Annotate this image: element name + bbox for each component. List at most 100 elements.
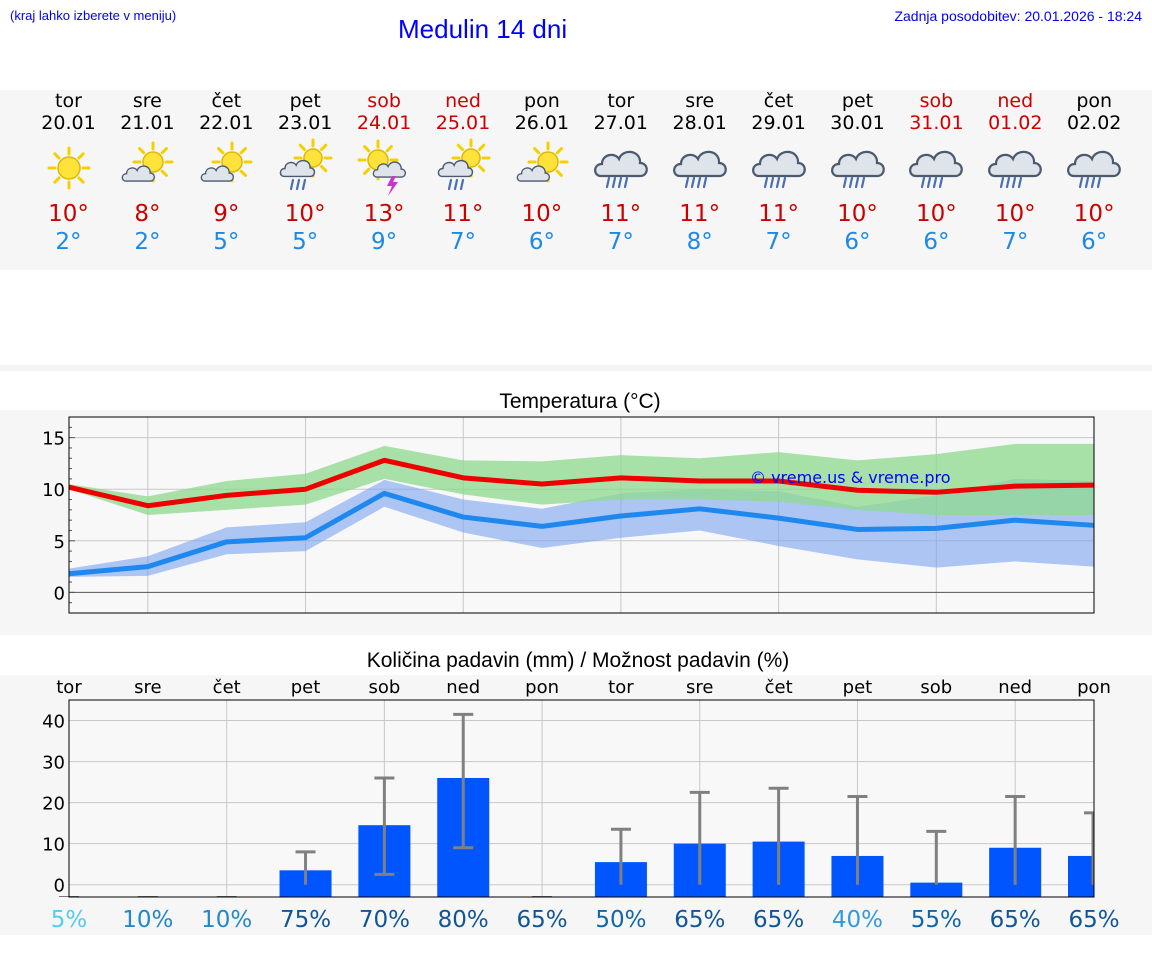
min-temperature: 2° (55, 229, 82, 255)
y-tick-label: 10 (42, 480, 65, 501)
day-forecast: ned 01.02 10° 7° (970, 90, 1060, 256)
daily-forecast-strip: tor 20.01 10° 2° sre 21.01 8° 2° čet 22.01 9° 5° p… (0, 90, 1152, 270)
max-temperature: 10° (994, 201, 1036, 227)
cloud-rain-icon (734, 138, 824, 198)
sun-cloud-rain-icon (418, 138, 508, 198)
location-menu-hint: (kraj lahko izberete v meniju) (10, 8, 177, 23)
day-forecast: sob 31.01 10° 6° (891, 90, 981, 256)
max-temperature: 11° (758, 201, 799, 227)
max-temperature: 11° (600, 201, 642, 227)
x-category-label: sre (686, 677, 713, 698)
day-date: 29.01 (751, 112, 806, 134)
min-temperature: 9° (371, 229, 398, 255)
day-name: pet (841, 90, 874, 112)
y-tick-label: 40 (42, 712, 65, 733)
cloud-rain-icon (970, 138, 1060, 198)
max-temperature: 8° (134, 201, 161, 227)
x-category-label: pon (525, 677, 559, 698)
temperature-chart: Temperatura (°C) 0 5 10 15 © vreme.us & vre… (42, 390, 1095, 614)
sun-cloud-icon (102, 138, 192, 198)
x-category-label: sre (134, 677, 161, 698)
precipitation-probability: 65% (517, 907, 568, 933)
day-forecast: čet 22.01 9° 5° (181, 90, 271, 256)
temperature-chart-title: Temperatura (°C) (499, 390, 660, 413)
min-temperature-line (68, 490, 1095, 577)
sun-cloud-icon (497, 138, 587, 198)
day-name: tor (607, 90, 635, 112)
precipitation-probability: 50% (595, 907, 646, 933)
min-temperature: 7° (607, 229, 634, 255)
day-date: 22.01 (199, 112, 254, 134)
x-category-label: ned (998, 677, 1032, 698)
day-name: pet (289, 90, 321, 112)
y-tick-label: 20 (42, 794, 65, 815)
cloud-rain-icon (1049, 138, 1139, 198)
day-date: 02.02 (1066, 112, 1122, 134)
min-temperature: 5° (213, 229, 240, 255)
precipitation-probability: 5% (51, 907, 88, 933)
max-temperature: 10° (48, 201, 89, 227)
precipitation-probability: 65% (990, 907, 1041, 933)
x-category-label: sob (920, 677, 952, 698)
day-forecast: pon 02.02 10° 6° (1049, 90, 1139, 256)
x-category-label: čet (765, 677, 793, 698)
day-date: 01.02 (988, 112, 1043, 134)
day-name: pon (1076, 90, 1113, 112)
sun-cloud-icon (181, 138, 271, 198)
min-temperature: 7° (765, 229, 792, 255)
day-forecast: sre 28.01 11° 8° (655, 90, 745, 256)
section-divider (0, 365, 1152, 371)
x-category-label: sob (368, 677, 400, 698)
y-tick-label: 15 (42, 429, 65, 450)
precipitation-bar (1068, 855, 1094, 897)
y-tick-label: 30 (42, 753, 65, 774)
max-temperature: 10° (284, 201, 326, 227)
min-temperature: 7° (449, 229, 477, 255)
max-temperature: 10° (837, 201, 878, 227)
x-category-label: pet (843, 677, 873, 698)
day-date: 20.01 (41, 112, 96, 134)
day-name: sob (919, 90, 954, 112)
day-name: sre (685, 90, 715, 112)
day-name: sre (132, 90, 162, 112)
day-date: 25.01 (435, 112, 491, 134)
day-forecast: tor 27.01 11° 7° (576, 90, 666, 256)
max-temperature: 11° (442, 201, 484, 227)
y-tick-label: 0 (54, 876, 65, 897)
day-forecast: sob 24.01 13° 9° (339, 90, 429, 256)
sun-icon (24, 138, 114, 198)
day-name: pon (524, 90, 560, 112)
max-temperature-line (68, 457, 1095, 509)
precipitation-probability: 40% (832, 907, 883, 933)
max-temperature: 10° (521, 201, 563, 227)
day-name: tor (55, 90, 82, 112)
day-date: 30.01 (830, 112, 885, 134)
last-updated: Zadnja posodobitev: 20.01.2026 - 18:24 (894, 8, 1142, 24)
day-date: 31.01 (909, 112, 964, 134)
max-temperature: 11° (679, 201, 721, 227)
min-temperature: 6° (923, 229, 950, 255)
min-temperature: 6° (844, 229, 871, 255)
max-temperature: 13° (363, 201, 405, 227)
page-title: Medulin 14 dni (398, 14, 568, 44)
precipitation-probability: 65% (753, 907, 804, 933)
precipitation-probability: 10% (201, 907, 252, 933)
day-date: 28.01 (672, 112, 727, 134)
day-date: 26.01 (514, 112, 570, 134)
precipitation-probability: 80% (438, 907, 489, 933)
precipitation-bar (910, 882, 963, 897)
x-category-label: pet (291, 677, 321, 698)
precipitation-probability: 65% (1068, 907, 1119, 933)
day-name: sob (367, 90, 401, 112)
day-date: 23.01 (277, 112, 333, 134)
x-category-label: tor (56, 677, 82, 698)
day-name: čet (211, 90, 242, 112)
day-forecast: pet 30.01 10° 6° (813, 90, 903, 256)
min-temperature: 6° (1081, 229, 1108, 255)
sun-storm-icon (339, 138, 429, 198)
precipitation-probability: 10% (122, 907, 173, 933)
y-tick-label: 0 (54, 583, 65, 604)
min-temperature: 6° (528, 229, 555, 255)
cloud-rain-icon (655, 138, 745, 198)
max-temperature: 10° (916, 201, 957, 227)
